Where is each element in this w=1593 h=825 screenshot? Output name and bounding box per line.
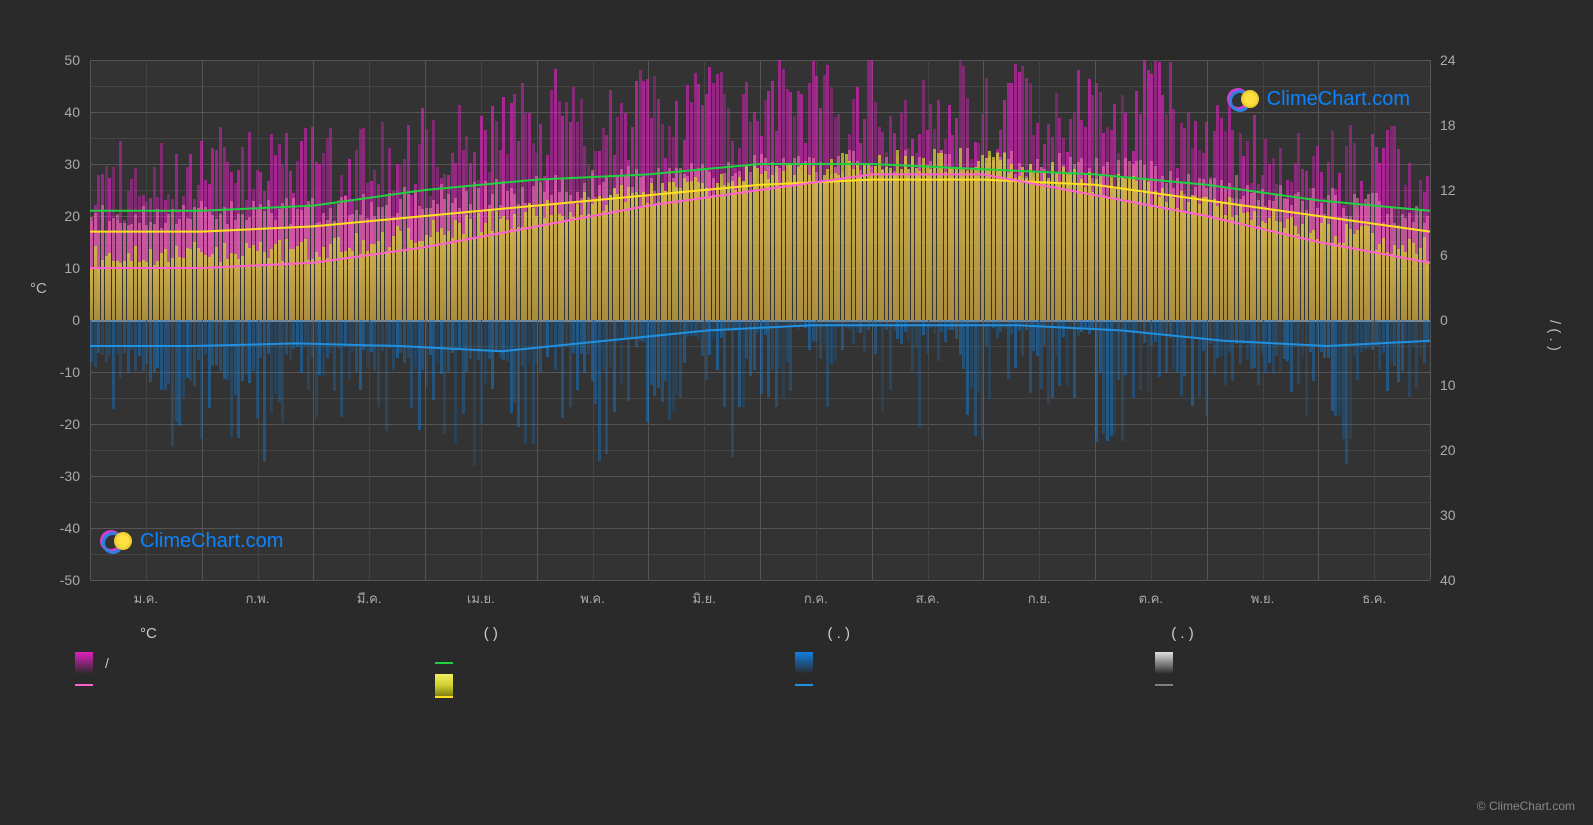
chart-container: 50403020100-10-20-30-40-50 2418126010203… (90, 60, 1430, 580)
x-tick: ม.ค. (134, 588, 159, 609)
x-tick: พ.ค. (580, 588, 605, 609)
y-right-tick: 30 (1440, 507, 1456, 523)
watermark-text: ClimeChart.com (1267, 88, 1410, 111)
climechart-logo-icon (100, 527, 132, 555)
legend: °C ( ) ( . ) ( . ) / (75, 625, 1515, 698)
legend-header-4: ( . ) (1171, 625, 1515, 642)
y-right-tick: 20 (1440, 442, 1456, 458)
legend-item (435, 696, 795, 698)
y-left-tick: 50 (64, 52, 80, 68)
y-left-tick: 20 (64, 208, 80, 224)
x-tick: ก.ย. (1028, 588, 1051, 609)
legend-row (75, 674, 1515, 696)
y-axis-left-title: °C (30, 280, 47, 297)
legend-item (75, 696, 435, 698)
y-right-tick: 6 (1440, 247, 1448, 263)
x-tick: ก.ค. (804, 588, 828, 609)
x-tick: ส.ค. (916, 588, 940, 609)
plot-area (90, 60, 1430, 580)
y-right-tick: 0 (1440, 312, 1448, 328)
legend-label: / (105, 655, 109, 671)
y-right-tick: 10 (1440, 377, 1456, 393)
y-axis-right-title: / ( . ) (1546, 320, 1563, 351)
y-right-tick: 40 (1440, 572, 1456, 588)
legend-item (1155, 674, 1515, 696)
legend-item (795, 652, 1155, 674)
legend-item (1155, 652, 1515, 674)
legend-header: °C ( ) ( . ) ( . ) (75, 625, 1515, 642)
x-tick: ธ.ค. (1362, 588, 1386, 609)
x-tick: ต.ค. (1139, 588, 1163, 609)
legend-item (435, 674, 795, 696)
legend-header-3: ( . ) (828, 625, 1172, 642)
y-right-tick: 18 (1440, 117, 1456, 133)
line-overlay (90, 60, 1430, 580)
watermark-bottom: ClimeChart.com (100, 527, 283, 555)
y-left-tick: 10 (64, 260, 80, 276)
y-left-tick: -40 (60, 520, 80, 536)
x-tick: เม.ย. (467, 588, 495, 609)
y-left-tick: -30 (60, 468, 80, 484)
legend-item: / (75, 652, 435, 674)
legend-item (435, 652, 795, 674)
watermark-text: ClimeChart.com (140, 530, 283, 553)
legend-row: / (75, 652, 1515, 674)
legend-item (795, 696, 1155, 698)
x-tick: ก.พ. (246, 588, 270, 609)
x-tick: มี.ค. (357, 588, 382, 609)
x-tick: มิ.ย. (692, 588, 715, 609)
y-left-tick: -20 (60, 416, 80, 432)
x-tick: พ.ย. (1251, 588, 1274, 609)
legend-header-2: ( ) (484, 625, 828, 642)
y-right-tick: 24 (1440, 52, 1456, 68)
legend-rows: / (75, 652, 1515, 698)
legend-header-1: °C (140, 625, 484, 642)
y-left-tick: 0 (72, 312, 80, 328)
y-left-tick: -50 (60, 572, 80, 588)
y-left-tick: -10 (60, 364, 80, 380)
y-left-tick: 40 (64, 104, 80, 120)
legend-item (795, 674, 1155, 696)
legend-row (75, 696, 1515, 698)
climechart-logo-icon (1227, 85, 1259, 113)
copyright: © ClimeChart.com (1477, 799, 1575, 813)
legend-item (1155, 696, 1515, 698)
y-right-tick: 12 (1440, 182, 1456, 198)
legend-item (75, 674, 435, 696)
y-left-tick: 30 (64, 156, 80, 172)
watermark-top: ClimeChart.com (1227, 85, 1410, 113)
